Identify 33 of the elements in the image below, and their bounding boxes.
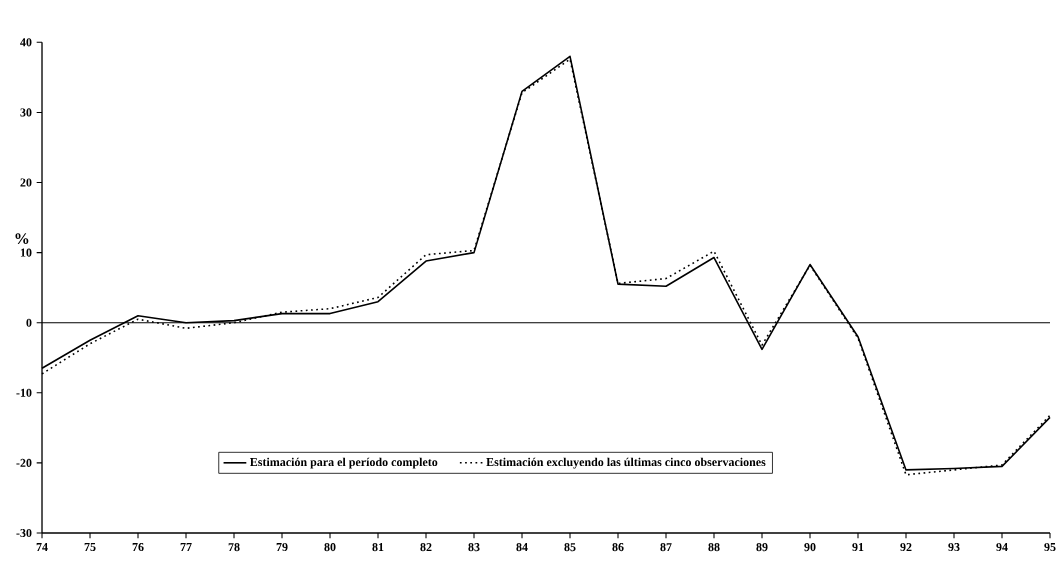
y-tick-label: -20 [16, 458, 32, 467]
x-tick-label: 79 [276, 543, 288, 552]
y-axis-title: % [15, 233, 29, 245]
y-tick-label: -30 [16, 528, 32, 538]
x-tick-label: 84 [516, 543, 528, 552]
x-tick-label: 95 [1044, 543, 1056, 552]
x-tick-label: 78 [228, 543, 240, 552]
x-tick-label: 88 [708, 543, 720, 552]
y-tick-label: 10 [20, 248, 32, 257]
y-tick-label: 0 [26, 318, 32, 327]
x-tick-label: 81 [372, 543, 384, 552]
legend-label: Estimación excluyendo las últimas cinco observaciones [486, 457, 766, 469]
y-tick-label: 20 [20, 178, 32, 187]
y-tick-label: 40 [20, 38, 32, 47]
x-tick-label: 80 [324, 543, 336, 552]
x-tick-label: 93 [948, 543, 960, 552]
x-tick-label: 77 [180, 543, 192, 551]
x-tick-label: 92 [900, 543, 912, 552]
x-tick-label: 83 [468, 543, 480, 552]
x-tick-label: 90 [804, 543, 816, 552]
x-tick-label: 86 [612, 543, 624, 552]
y-tick-label: 30 [20, 108, 32, 117]
x-tick-label: 85 [564, 543, 576, 552]
x-tick-label: 87 [660, 543, 672, 552]
x-tick-label: 75 [84, 543, 96, 552]
x-tick-label: 91 [852, 543, 864, 552]
x-tick-label: 74 [36, 543, 48, 551]
x-tick-label: 94 [996, 543, 1008, 552]
x-tick-label: 82 [420, 543, 432, 552]
legend-label: Estimación para el período completo [249, 457, 438, 469]
x-tick-label: 89 [756, 543, 768, 552]
x-tick-label: 76 [132, 543, 144, 552]
y-tick-label: -10 [16, 388, 32, 397]
